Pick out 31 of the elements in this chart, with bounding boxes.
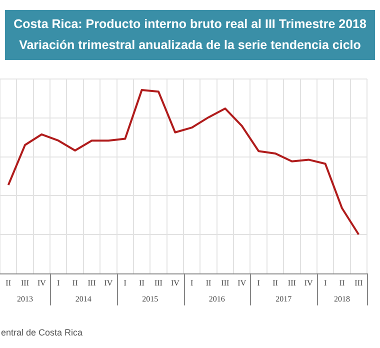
x-tick-label: III — [288, 278, 296, 288]
x-tick-label: II — [72, 278, 78, 288]
text: 2018 — [334, 294, 350, 304]
x-tick-label: II — [272, 278, 278, 288]
text: entral de Costa Rica — [1, 327, 83, 338]
x-tick-label: IV — [37, 278, 46, 288]
x-tick-label: I — [124, 278, 127, 288]
x-tick-label: I — [57, 278, 60, 288]
text: 2016 — [208, 294, 225, 304]
x-tick-label: II — [139, 278, 145, 288]
x-tick-label: II — [206, 278, 212, 288]
x-tick-label: IV — [170, 278, 180, 288]
x-tick-label: I — [190, 278, 194, 288]
x-tick-label: IV — [238, 278, 246, 288]
x-tick-label: I — [324, 278, 327, 288]
x-tick-label: III — [88, 278, 96, 288]
x-tick-label: III — [354, 278, 363, 288]
x-tick-label: IV — [304, 278, 314, 288]
text: 2013 — [17, 294, 34, 304]
x-tick-label: II — [339, 278, 345, 288]
x-tick-label: IV — [104, 278, 113, 288]
chart-title: Costa Rica: Producto interno bruto real al III Trimestre 2018 — [12, 16, 368, 33]
text: 2014 — [75, 294, 92, 304]
x-tick-label: III — [21, 278, 30, 288]
chart-subtitle: Variación trimestral anualizada de la serie tendencia ciclo — [18, 37, 362, 54]
text: 2015 — [142, 294, 158, 304]
x-tick-label: I — [257, 278, 260, 288]
x-tick-label: III — [221, 278, 230, 288]
x-tick-label: II — [6, 278, 12, 288]
text: 2017 — [276, 294, 292, 304]
x-tick-label: III — [154, 278, 163, 288]
